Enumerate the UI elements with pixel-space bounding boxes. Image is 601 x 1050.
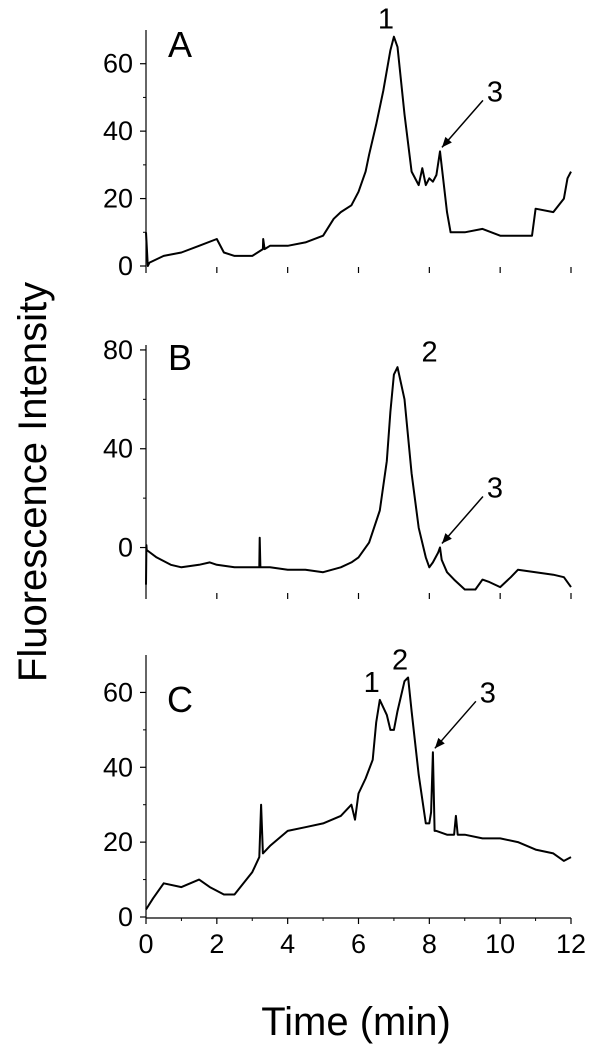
x-tick-label: 4: [280, 929, 295, 959]
panel-a: 0 20 40 60 A 1 3: [103, 4, 572, 281]
x-tick-label: 8: [422, 929, 437, 959]
y-tick-label: 40: [103, 752, 133, 782]
peak-label: 2: [422, 337, 438, 369]
panel-label: B: [168, 337, 192, 378]
peak-label: 2: [392, 644, 408, 676]
panel-label: C: [167, 679, 193, 720]
x-tick-label: 6: [351, 929, 366, 959]
peak-label: 1: [364, 667, 380, 699]
panel-b: 0 40 80 B 2 3: [103, 335, 572, 599]
y-tick-label: 20: [103, 184, 133, 214]
x-tick-label: 10: [485, 929, 515, 959]
series-line: [145, 366, 572, 591]
peak-arrow-head: [441, 533, 452, 544]
x-tick-label: 12: [556, 929, 586, 959]
y-tick-label: 20: [103, 827, 133, 857]
y-tick-label: 80: [103, 335, 133, 365]
y-tick-label: 60: [103, 677, 133, 707]
y-tick-label: 40: [103, 116, 133, 146]
x-axis-title: Time (min): [261, 1000, 451, 1044]
peak-label: 3: [487, 76, 503, 108]
y-tick-label: 60: [103, 49, 133, 79]
x-tick-label: 2: [209, 929, 224, 959]
y-axis-title: Fluorescence Intensity: [11, 282, 55, 682]
peak-arrow-head: [441, 136, 452, 148]
peak-arrow-shaft: [441, 496, 484, 545]
x-tick-label: 0: [138, 929, 153, 959]
panel-label: A: [168, 24, 192, 65]
peak-label: 1: [378, 4, 394, 36]
peak-arrow-head: [434, 737, 445, 749]
y-tick-label: 0: [118, 902, 133, 932]
series-line: [145, 35, 572, 267]
y-tick-label: 0: [118, 251, 133, 281]
peak-arrow-shaft: [434, 700, 477, 749]
y-tick-label: 40: [103, 434, 133, 464]
peak-label: 3: [487, 473, 503, 505]
peak-label: 3: [480, 677, 496, 709]
series-line: [145, 676, 572, 911]
peak-arrow-shaft: [441, 99, 484, 148]
y-tick-label: 0: [118, 533, 133, 563]
